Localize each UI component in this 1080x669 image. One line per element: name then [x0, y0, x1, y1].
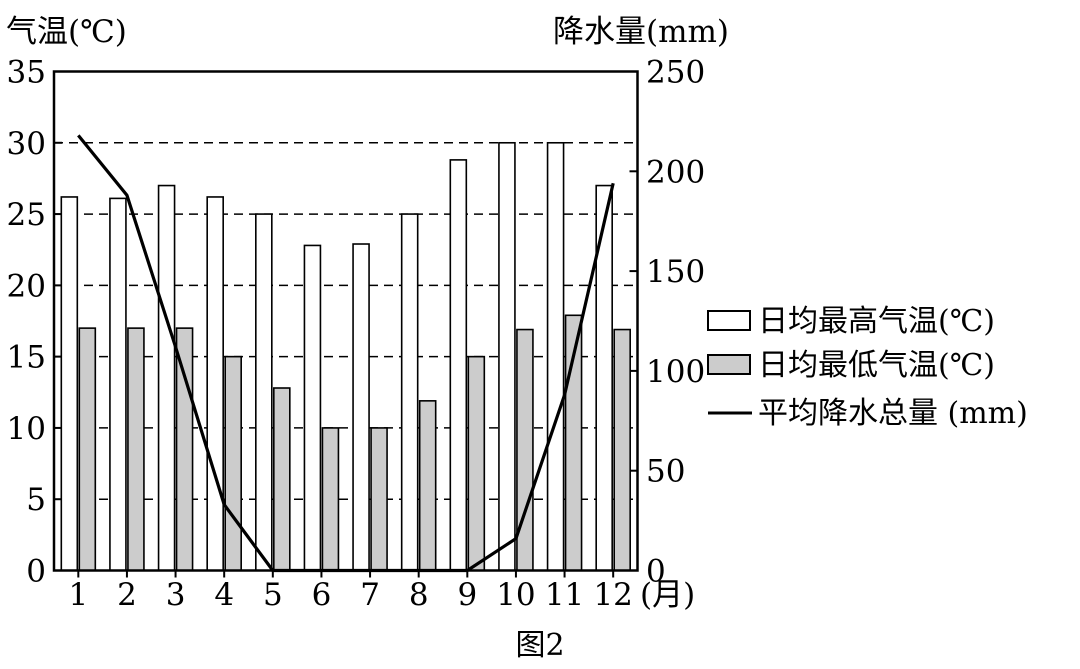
right-axis-title: 降水量(mm) [553, 14, 729, 50]
bar-min-temp [467, 355, 486, 572]
right-tick-label: 50 [646, 454, 685, 490]
bar-max-temp [60, 196, 79, 572]
x-tick-label: 12 [593, 577, 632, 613]
bar-min-temp [273, 387, 291, 572]
x-ticks: 1 2 3 4 5 6 7 8 9 10 11 12 [68, 570, 633, 613]
bar-max-temp [498, 141, 516, 572]
bar-max-temp [255, 213, 273, 572]
x-tick-label: 3 [166, 577, 186, 613]
bar-min-temp [224, 355, 242, 572]
bar-max-temp [449, 159, 468, 572]
x-tick-label: 10 [496, 577, 535, 613]
bar-min-temp [78, 327, 97, 572]
bar-min-temp [370, 427, 388, 572]
legend-label-min: 日均最低气温(℃) [758, 348, 995, 383]
left-tick-label: 0 [26, 554, 46, 590]
right-tick-label: 100 [646, 354, 705, 390]
bar-min-temp [321, 427, 340, 572]
x-tick-label: 2 [117, 577, 137, 613]
bar-min-temp [175, 327, 194, 572]
right-tick-label: 150 [646, 254, 705, 290]
bar-max-temp [400, 213, 419, 572]
left-tick-label: 25 [7, 197, 46, 233]
bar-max-temp [206, 196, 224, 572]
left-tick-label: 5 [26, 482, 46, 518]
gridlines [54, 142, 638, 500]
right-ticks: 0 50 100 150 200 250 [629, 55, 705, 590]
bar-max-temp [109, 197, 127, 572]
left-tick-label: 30 [7, 126, 46, 162]
x-tick-label: 7 [360, 577, 380, 613]
right-tick-label: 0 [646, 554, 666, 590]
bar-min-temp [516, 328, 534, 572]
bar-max-temp [157, 184, 176, 572]
bars [60, 141, 631, 572]
x-tick-label: 6 [312, 577, 332, 613]
x-tick-label: 11 [545, 577, 584, 613]
left-tick-label: 35 [7, 55, 46, 91]
x-tick-label: 8 [409, 577, 429, 613]
left-tick-label: 15 [7, 340, 46, 376]
left-ticks: 0 5 10 15 20 25 30 35 [7, 55, 62, 590]
bar-min-temp [613, 328, 631, 572]
x-tick-label: 5 [263, 577, 283, 613]
legend-label-max: 日均最高气温(℃) [758, 304, 995, 339]
legend: 日均最高气温(℃) 日均最低气温(℃) 平均降水总量 (mm) [707, 304, 1028, 431]
left-axis-title: 气温(℃) [6, 14, 127, 50]
right-tick-label: 200 [646, 154, 705, 190]
x-tick-label: 1 [68, 577, 88, 613]
bar-max-temp [546, 141, 565, 572]
plot-frame [52, 70, 639, 572]
legend-swatch-min [707, 354, 751, 375]
legend-label-precip: 平均降水总量 (mm) [758, 396, 1028, 431]
bar-min-temp [418, 400, 437, 572]
bar-max-temp [352, 243, 370, 572]
left-tick-label: 10 [7, 411, 46, 447]
legend-swatch-max [707, 310, 751, 331]
x-tick-label: 9 [457, 577, 477, 613]
x-tick-label: 4 [214, 577, 234, 613]
right-tick-label: 250 [646, 55, 705, 91]
figure-caption: 图2 [515, 628, 564, 663]
bar-min-temp [127, 327, 145, 572]
left-tick-label: 20 [7, 268, 46, 304]
bar-max-temp [303, 244, 322, 572]
x-unit-label: (月) [640, 577, 695, 613]
